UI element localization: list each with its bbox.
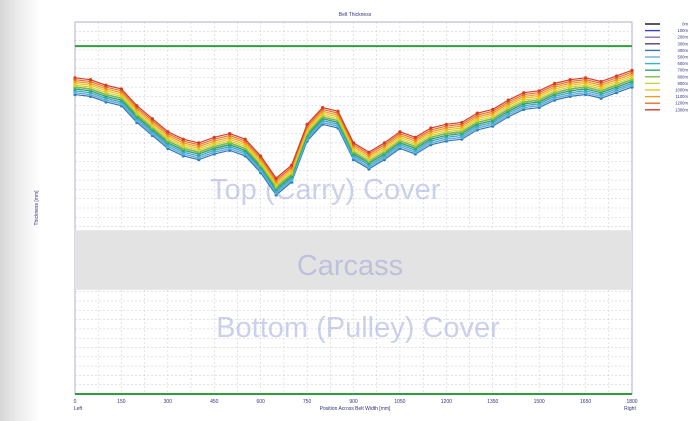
x-tick-label: 750 bbox=[303, 399, 312, 405]
x-tick-label: 1350 bbox=[487, 399, 498, 405]
data-point bbox=[104, 83, 108, 87]
bottom-cover-label: Bottom (Pulley) Cover bbox=[216, 312, 500, 344]
data-point bbox=[444, 122, 448, 126]
data-point bbox=[119, 87, 124, 91]
legend-label: 100m bbox=[678, 28, 689, 33]
data-point bbox=[150, 117, 154, 121]
data-point bbox=[135, 104, 139, 108]
data-point bbox=[614, 74, 619, 78]
data-point bbox=[305, 122, 309, 126]
page-gradient bbox=[0, 0, 40, 421]
legend-label: 500m bbox=[678, 55, 689, 60]
data-point bbox=[630, 68, 634, 72]
x-tick-labels: 0 150 300 450 600 750 900 1050 1200 1350 1500 1650 1… bbox=[74, 399, 638, 405]
data-point bbox=[212, 135, 216, 139]
data-point bbox=[73, 76, 77, 80]
data-point bbox=[568, 78, 572, 82]
legend-label: 700m bbox=[678, 68, 689, 73]
x-tick-label: 900 bbox=[349, 399, 358, 405]
x-tick-label: 1200 bbox=[441, 399, 452, 405]
data-point bbox=[413, 135, 417, 139]
legend-label: 600m bbox=[678, 61, 689, 66]
data-point bbox=[475, 111, 479, 115]
x-tick-label: 600 bbox=[256, 399, 265, 405]
data-point bbox=[243, 137, 247, 141]
data-point bbox=[88, 78, 93, 82]
data-point bbox=[382, 141, 387, 145]
data-point bbox=[259, 154, 263, 158]
data-point bbox=[553, 81, 557, 85]
data-point bbox=[491, 107, 495, 112]
x-tick-label: 1800 bbox=[626, 399, 637, 405]
x-tick-label: 450 bbox=[210, 399, 219, 405]
legend-label: 800m bbox=[678, 74, 689, 79]
legend-label: 900m bbox=[678, 81, 689, 86]
x-tick-label: 0 bbox=[74, 399, 77, 405]
data-point bbox=[429, 126, 433, 130]
x-end-right: Right bbox=[624, 406, 636, 412]
chart-title: Belt Thickness bbox=[339, 12, 372, 18]
data-point bbox=[583, 76, 588, 80]
x-tick-label: 1500 bbox=[534, 399, 545, 405]
data-point bbox=[351, 141, 356, 145]
data-point bbox=[367, 150, 371, 154]
carcass-label: Carcass bbox=[297, 250, 403, 282]
data-point bbox=[398, 130, 402, 134]
legend-label: 1100m bbox=[676, 94, 689, 99]
y-axis-label: Thickness [mm] bbox=[34, 190, 40, 226]
data-point bbox=[336, 109, 340, 113]
legend-label: 0m bbox=[682, 22, 688, 27]
top-cover-label: Top (Carry) Cover bbox=[210, 174, 441, 206]
data-point bbox=[197, 141, 201, 145]
legend-label: 1200m bbox=[675, 101, 688, 106]
data-point bbox=[274, 176, 278, 180]
legend-label: 1000m bbox=[675, 88, 688, 93]
series-lines bbox=[73, 68, 634, 197]
legend-label: 200m bbox=[678, 35, 689, 40]
carcass-band bbox=[75, 230, 632, 290]
data-point bbox=[181, 137, 185, 141]
data-point bbox=[228, 132, 232, 136]
legend-label: 400m bbox=[678, 48, 689, 53]
legend-label: 300m bbox=[678, 41, 689, 46]
x-end-left: Left bbox=[74, 406, 83, 412]
x-axis-label: Position Across Belt Width [mm] bbox=[320, 406, 391, 412]
data-point bbox=[506, 98, 510, 102]
legend-label: 1300m bbox=[675, 107, 688, 112]
x-tick-label: 1050 bbox=[394, 399, 405, 405]
x-tick-label: 300 bbox=[164, 399, 173, 405]
data-point bbox=[460, 120, 464, 125]
data-point bbox=[537, 89, 541, 93]
data-point bbox=[166, 130, 170, 134]
data-point bbox=[522, 91, 526, 95]
data-point bbox=[599, 79, 603, 84]
x-tick-label: 1650 bbox=[580, 399, 591, 405]
data-point bbox=[290, 163, 294, 167]
data-point bbox=[320, 105, 325, 110]
x-tick-label: 150 bbox=[117, 399, 126, 405]
